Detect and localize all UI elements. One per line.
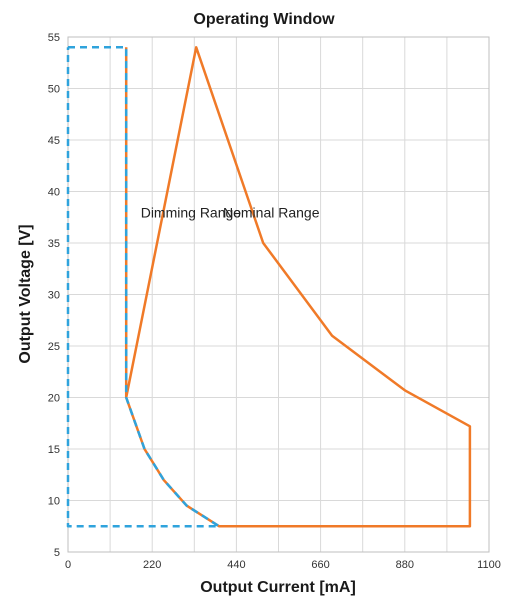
y-axis-label: Output Voltage [V]	[17, 224, 34, 363]
nominal-range-line	[124, 46, 472, 528]
x-tick-label: 220	[143, 559, 161, 571]
y-tick-label: 5	[54, 547, 60, 559]
y-tick-label: 30	[48, 290, 60, 302]
y-tick-label: 55	[48, 32, 60, 44]
x-tick-label: 660	[311, 559, 329, 571]
y-tick-label: 40	[48, 187, 60, 199]
y-axis-ticks: 5 10 15 20 25 30 35 40 45 50 55	[48, 32, 60, 559]
x-tick-label: 880	[396, 559, 414, 571]
dimming-range-line	[66, 46, 221, 528]
y-tick-label: 25	[48, 341, 60, 353]
y-tick-label: 50	[48, 84, 60, 96]
y-tick-label: 45	[48, 135, 60, 147]
series-layer	[66, 46, 472, 528]
chart-title: Operating Window	[193, 11, 335, 28]
y-tick-label: 10	[48, 496, 60, 508]
x-tick-label: 440	[227, 559, 245, 571]
x-axis-label: Output Current [mA]	[200, 579, 356, 596]
annotation-label: Dimming Range	[141, 204, 242, 220]
annotation-label: Nominal Range	[223, 204, 320, 220]
x-axis-ticks: 0 220 440 660 880 1100	[65, 559, 501, 571]
y-tick-label: 20	[48, 393, 60, 405]
x-tick-label: 0	[65, 559, 71, 571]
grid	[68, 37, 489, 552]
plot-frame	[67, 36, 490, 553]
y-tick-label: 35	[48, 238, 60, 250]
x-tick-label: 1100	[477, 559, 501, 571]
y-tick-label: 15	[48, 444, 60, 456]
